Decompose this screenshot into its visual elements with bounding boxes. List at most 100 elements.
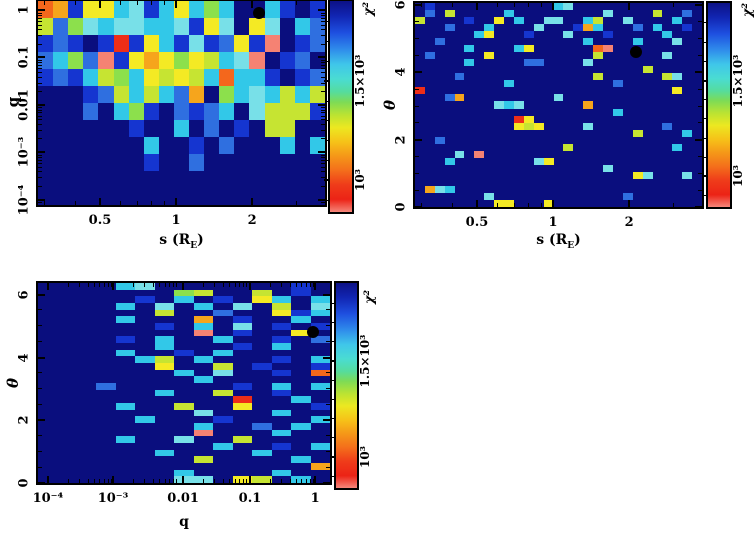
heatmap-cell [424,80,435,88]
heatmap-cell [533,143,544,151]
heatmap-cell [291,336,311,343]
heatmap-cell [523,10,534,18]
colorbar-tick-mark [704,41,708,43]
heatmap-cell [279,154,295,171]
heatmap-cell [563,38,574,46]
colorbar-tick-mark [332,418,336,420]
heatmap-cell [652,73,663,81]
heatmap-cell [563,150,574,158]
tick-mark [321,115,325,117]
heatmap-cell [193,316,214,323]
heatmap-cell [652,122,663,130]
heatmap-cell [68,154,84,171]
heatmap-cell [563,108,574,116]
heatmap-cell [271,469,292,477]
heatmap-cell [593,38,604,46]
heatmap-cell [271,356,292,363]
tick-mark [38,43,42,45]
heatmap-cell [622,17,633,25]
heatmap-cell [128,86,144,103]
heatmap-cell [692,178,702,186]
heatmap-cell [563,136,574,144]
heatmap-cell [662,164,673,172]
heatmap-cell [76,309,97,317]
heatmap-cell [622,73,633,81]
heatmap-cell [232,476,253,483]
heatmap-cell [622,3,633,11]
tick-mark [164,283,166,287]
heatmap-cell [135,402,155,410]
heatmap-cell [662,129,673,137]
heatmap-cell [424,178,435,186]
heatmap-cell [154,309,175,317]
heatmap-cell [603,3,613,11]
heatmap-cell [232,309,253,317]
heatmap-cell [76,422,97,430]
heatmap-cell [213,309,233,317]
heatmap-cell [603,157,613,165]
tick-mark [38,29,42,31]
heatmap-cell [593,199,604,207]
heatmap-cell [682,3,693,11]
heatmap-cell [513,192,524,200]
heatmap-cell [415,143,425,151]
heatmap-cell [158,1,174,18]
heatmap-cell [454,157,465,165]
tick-mark [326,403,330,405]
heatmap-cell [543,199,554,207]
heatmap-cell [632,80,643,88]
tick-mark [202,283,204,287]
heatmap-cell [424,3,435,11]
tick-mark [38,15,42,17]
heatmap-cell [154,469,175,477]
heatmap-cell [219,137,235,154]
heatmap-cell [593,101,604,109]
heatmap-cell [454,101,465,109]
heatmap-cell [252,456,272,463]
heatmap-cell [38,376,58,383]
heatmap-cell [464,178,475,186]
heatmap-cell [271,436,292,443]
heatmap-cell [193,369,214,377]
heatmap-cell [143,86,159,103]
tick-mark [94,283,96,287]
heatmap-cell [583,150,594,158]
heatmap-cell [474,38,485,46]
heatmap-cell [454,129,465,137]
heatmap-cell [632,87,643,95]
heatmap-cell [193,429,214,437]
heatmap-cell [291,329,311,337]
heatmap-cell [154,416,175,423]
heatmap-cell [57,442,77,450]
heatmap-cell [271,296,292,303]
heatmap-cell [143,154,159,171]
heatmap-cell [533,150,544,158]
heatmap-cell [622,136,633,144]
heatmap-cell [504,199,514,207]
x-tick-label: 10⁻³ [97,491,129,506]
heatmap-cell [573,45,584,53]
heatmap-cell [583,87,594,95]
tick-mark [246,479,248,483]
heatmap-cell [682,164,693,172]
tick-mark [415,172,419,174]
heatmap-cell [662,87,673,95]
heatmap-cell [593,108,604,116]
heatmap-cell [213,316,233,323]
heatmap-cell [219,154,235,171]
best-fit-marker [252,7,265,20]
heatmap-cell [513,17,524,25]
tick-mark [541,203,543,207]
heatmap-cell [38,316,58,323]
heatmap-cell [563,157,574,165]
colorbar-tq [334,281,359,490]
heatmap-cell [234,188,250,205]
heatmap-cell [593,157,604,165]
heatmap-cell [504,143,514,151]
heatmap-cell [612,129,623,137]
heatmap-cell [68,171,84,188]
heatmap-cell [232,409,253,417]
tick-mark [182,476,185,483]
heatmap-cell [234,171,250,188]
heatmap-cell [232,362,253,370]
